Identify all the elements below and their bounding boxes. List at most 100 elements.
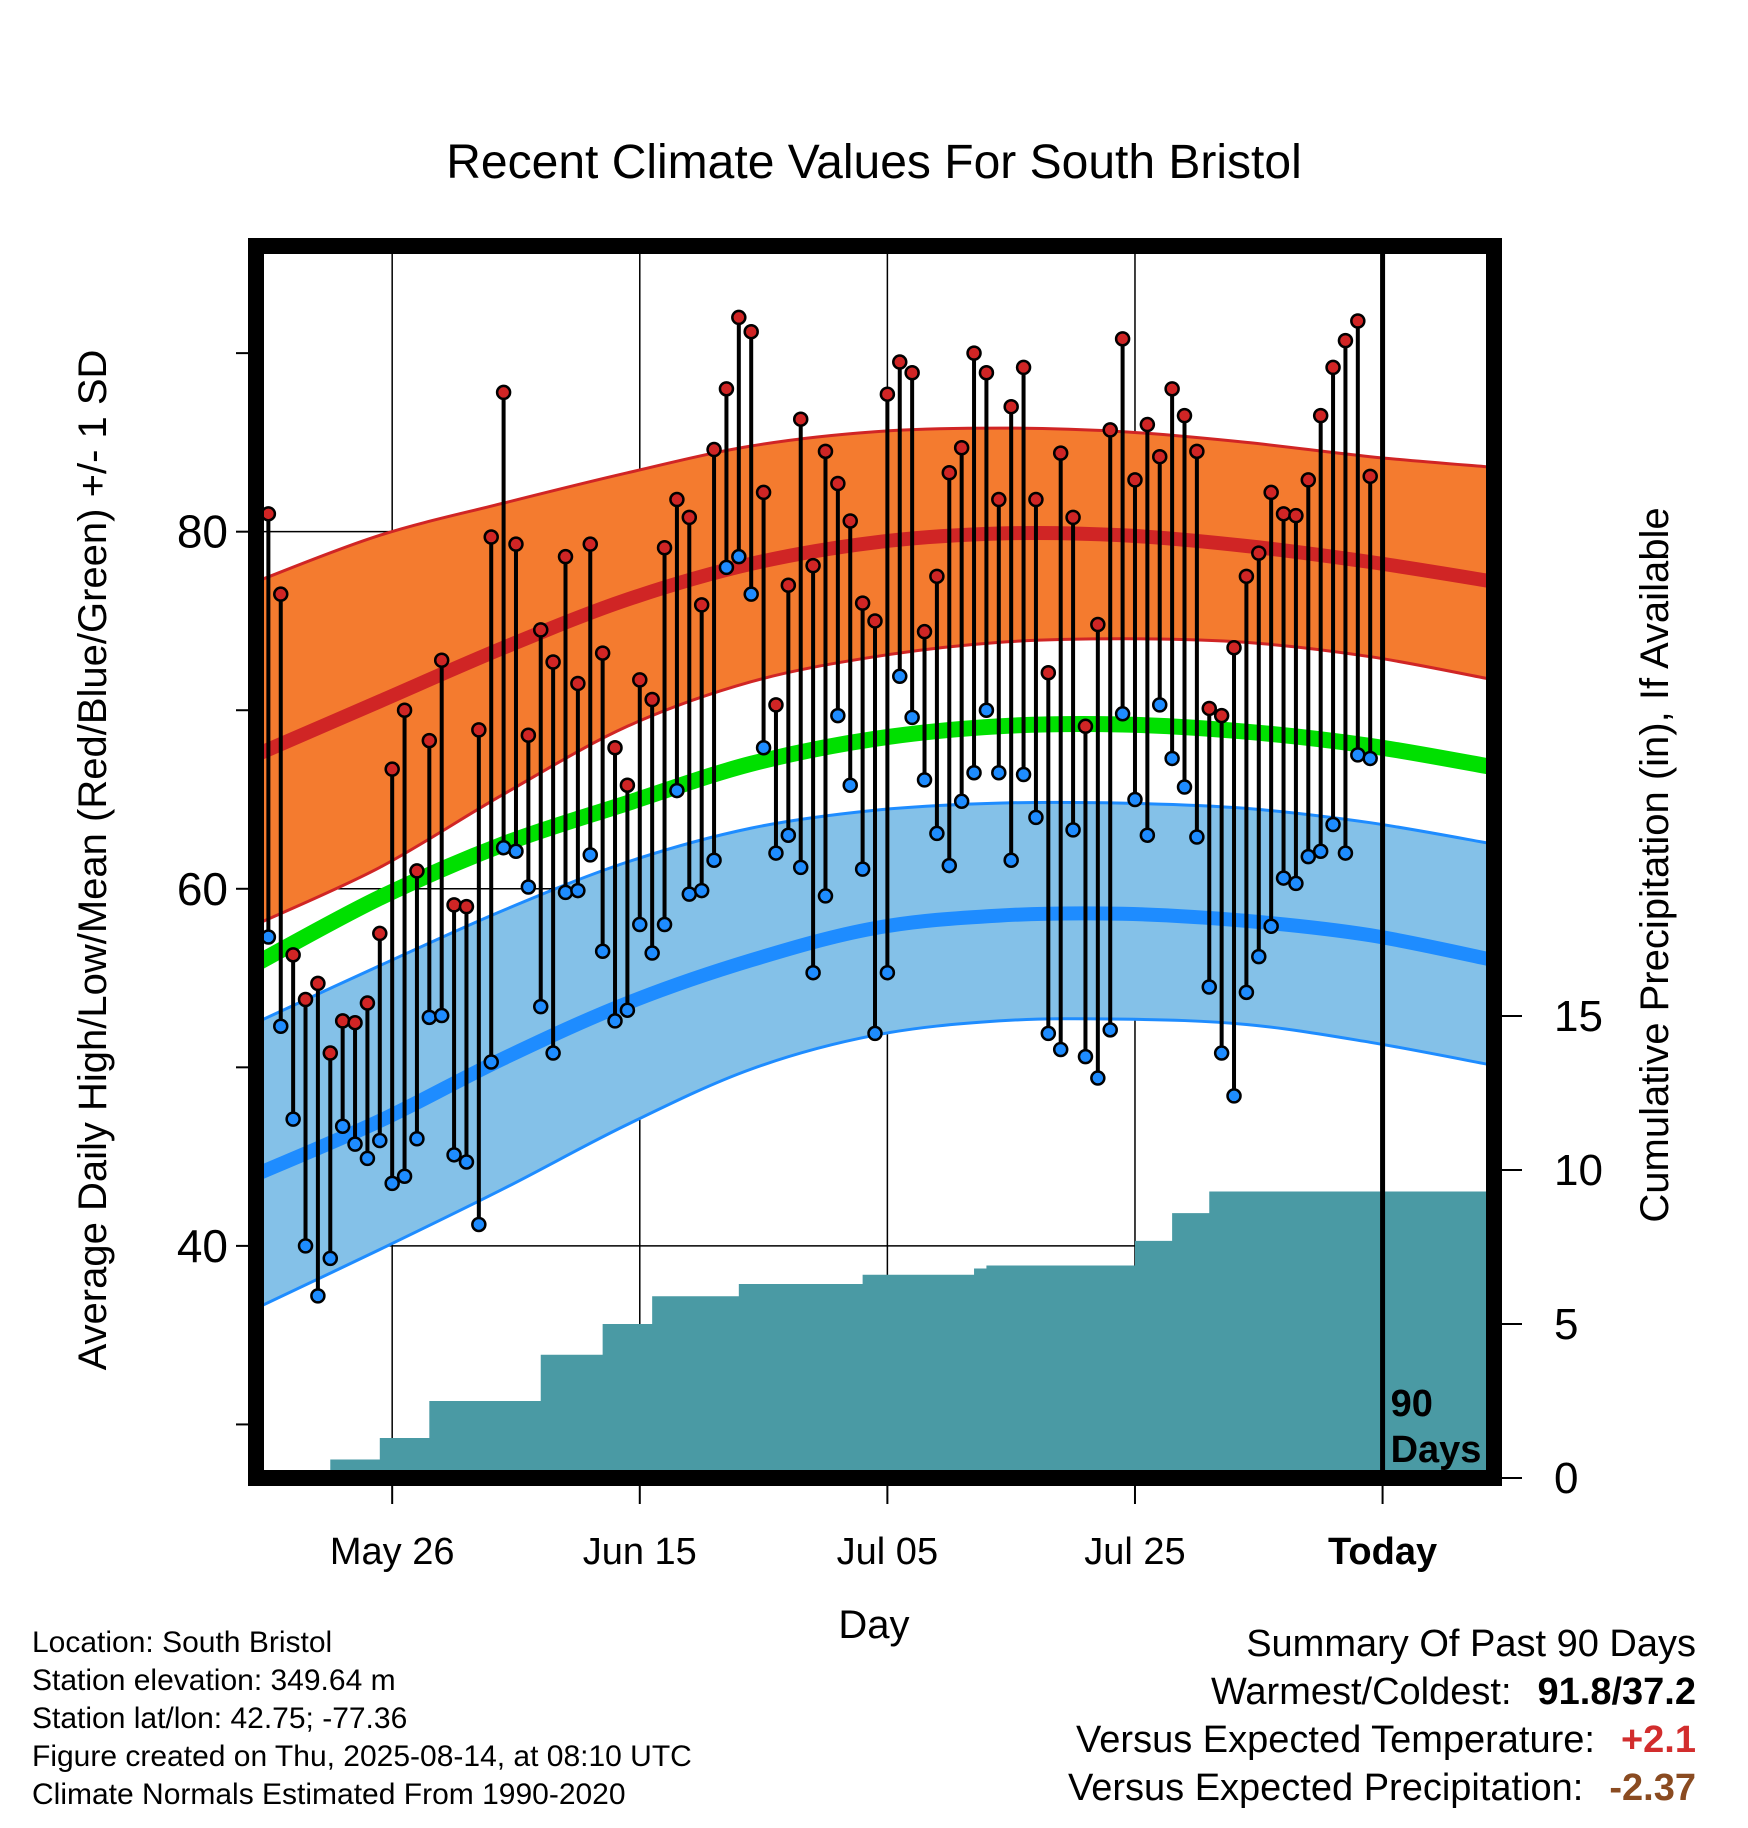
daily-low-point [384, 1175, 400, 1192]
daily-low-point [334, 1118, 351, 1135]
daily-high-point [842, 513, 858, 529]
precipitation-area [268, 1191, 1494, 1478]
daily-low-point [520, 879, 537, 895]
info-latlon: Station lat/lon: 42.75; -77.36 [32, 1702, 408, 1735]
daily-high-point [706, 441, 722, 458]
daily-low-point [421, 1009, 438, 1026]
daily-high-point [1151, 448, 1168, 465]
daily-low-point [322, 1250, 339, 1267]
daily-high-point [805, 557, 821, 574]
summary-title: Summary Of Past 90 Days [1246, 1623, 1696, 1665]
daily-low-point [731, 548, 747, 565]
daily-low-point [681, 886, 698, 902]
x-tick-label: May 26 [330, 1531, 455, 1573]
info-normals: Climate Normals Estimated From 1990-2020 [32, 1778, 626, 1811]
daily-high-point [743, 323, 759, 340]
daily-low-point [359, 1150, 376, 1167]
daily-high-point [731, 309, 747, 326]
y-right-tick-label: 5 [1554, 1300, 1578, 1349]
daily-high-point [409, 863, 425, 879]
daily-low-point [768, 845, 784, 861]
daily-high-point [953, 440, 970, 456]
daily-low-point [1139, 827, 1156, 843]
daily-low-point [297, 1238, 314, 1254]
daily-high-point [520, 727, 537, 743]
daily-low-point [879, 964, 896, 981]
daily-low-point [953, 793, 970, 810]
daily-high-point [372, 925, 388, 942]
daily-high-point [1139, 416, 1156, 433]
daily-high-point [1337, 332, 1354, 349]
daily-high-point [1213, 707, 1230, 724]
daily-low-point [755, 739, 772, 756]
daily-high-point [1189, 443, 1205, 460]
daily-high-point [780, 577, 797, 593]
daily-high-point [297, 991, 314, 1008]
daily-low-point [904, 709, 920, 726]
daily-high-point [1312, 407, 1329, 424]
daily-low-point [1090, 1070, 1106, 1086]
daily-low-point [594, 943, 611, 960]
y-left-tick-label: 60 [177, 863, 228, 915]
daily-high-point [1003, 398, 1019, 415]
daily-low-point [1114, 706, 1131, 722]
summary-precip-label: Versus Expected Precipitation: [1067, 1767, 1584, 1809]
daily-high-point [1077, 718, 1094, 735]
daily-high-point [867, 613, 883, 629]
daily-high-point [966, 345, 982, 361]
summary-temp-value: +2.1 [1620, 1719, 1696, 1761]
daily-high-point [471, 722, 487, 738]
summary-temp-label: Versus Expected Temperature: [1076, 1719, 1595, 1761]
daily-high-point [1114, 331, 1131, 347]
daily-high-point [941, 465, 958, 481]
summary-temp-row: Versus Expected Temperature: +2.1 [1068, 1716, 1696, 1764]
high-band-upper-edge [256, 426, 1494, 584]
daily-low-point [780, 827, 797, 843]
daily-low-point [1213, 1045, 1230, 1061]
daily-low-point [1312, 843, 1329, 860]
daily-low-point [1201, 979, 1218, 995]
daily-high-point [991, 491, 1007, 508]
daily-low-point [1288, 875, 1304, 892]
summary-precip-row: Versus Expected Precipitation: -2.37 [1068, 1764, 1696, 1812]
daily-high-point [755, 484, 772, 501]
summary-warmest-value: 91.8/37.2 [1537, 1671, 1696, 1713]
daily-low-point [1350, 747, 1366, 763]
daily-low-point [693, 882, 710, 899]
daily-low-point [1275, 870, 1292, 886]
daily-high-point [879, 386, 896, 402]
daily-high-point [421, 732, 438, 749]
daily-low-point [372, 1132, 388, 1149]
daily-high-point [483, 529, 499, 545]
daily-high-point [1052, 445, 1069, 461]
summary-precip-value: -2.37 [1609, 1767, 1696, 1809]
daily-high-point [1300, 472, 1317, 488]
daily-low-point [867, 1025, 883, 1042]
daily-high-point [1127, 472, 1143, 488]
today-annotation-label: Days [1391, 1429, 1482, 1471]
daily-low-point [817, 888, 834, 904]
daily-high-point [545, 654, 561, 670]
daily-high-point [904, 365, 920, 381]
daily-low-point [706, 852, 722, 868]
daily-low-point [1263, 918, 1279, 935]
daily-low-point [1077, 1048, 1094, 1065]
daily-high-point [1275, 506, 1292, 522]
daily-high-point [594, 645, 611, 661]
daily-high-point [1251, 545, 1267, 561]
daily-low-point [495, 839, 512, 856]
summary-warmest-row: Warmest/Coldest: 91.8/37.2 [1068, 1668, 1696, 1716]
daily-low-point [532, 998, 549, 1015]
daily-high-point [532, 622, 549, 638]
daily-high-point [929, 568, 945, 585]
daily-low-point [1337, 845, 1354, 861]
daily-low-point [854, 861, 871, 877]
daily-low-point [632, 916, 648, 933]
daily-low-point [929, 825, 945, 842]
daily-high-point [1065, 509, 1081, 526]
daily-low-point [1052, 1041, 1069, 1058]
daily-low-point [1151, 697, 1168, 713]
daily-low-point [471, 1216, 487, 1233]
daily-low-point [1251, 948, 1267, 965]
